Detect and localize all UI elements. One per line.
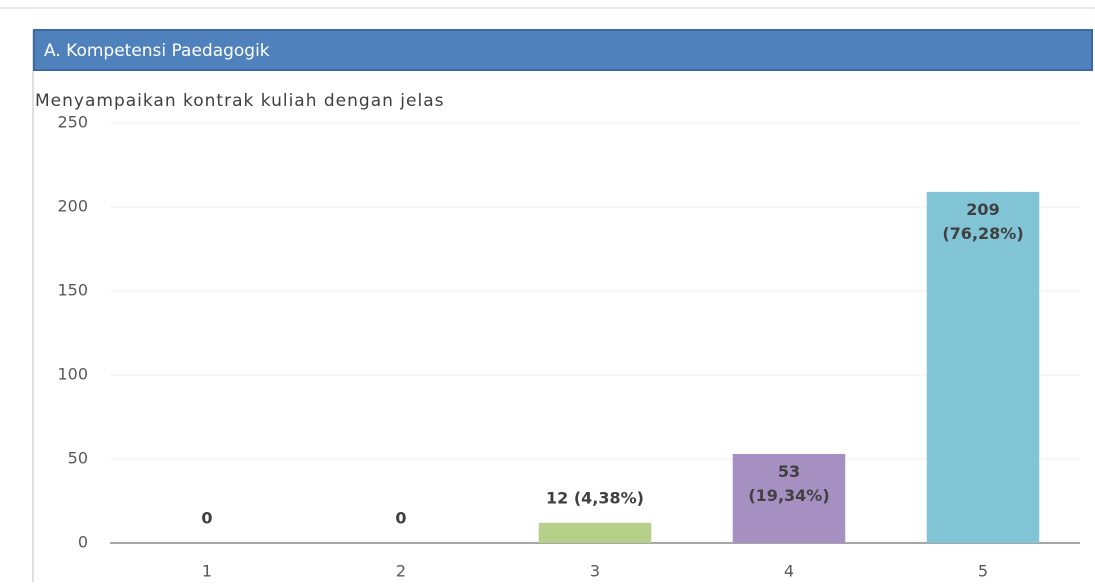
x-tick-label: 2 [396,562,406,581]
y-tick-label: 150 [57,281,88,300]
header-title: A. Kompetensi Paedagogik [44,41,270,61]
x-tick-label: 4 [784,562,794,581]
x-tick-label: 5 [978,562,988,581]
y-tick-label: 250 [57,113,88,132]
data-label: 53 (19,34%) [748,461,829,504]
header-bar [33,29,1093,71]
data-label: 0 [395,509,406,528]
data-label: 12 (4,38%) [546,488,644,507]
bar [538,522,652,543]
bar [926,191,1040,543]
x-tick-label: 3 [590,562,600,581]
data-label: 0 [201,509,212,528]
data-label-line: 53 [778,461,800,480]
data-label-line: 209 [966,199,999,218]
data-label: 209 (76,28%) [942,199,1023,242]
y-tick-label: 50 [68,449,88,468]
x-tick-label: 1 [202,562,212,581]
y-tick-label: 200 [57,197,88,216]
y-tick-label: 0 [78,533,88,552]
chart-title: Menyampaikan kontrak kuliah dengan jelas [35,91,444,111]
data-label-line: (76,28%) [942,223,1023,242]
y-tick-label: 100 [57,365,88,384]
bar [732,453,846,543]
data-label-line: (19,34%) [748,485,829,504]
